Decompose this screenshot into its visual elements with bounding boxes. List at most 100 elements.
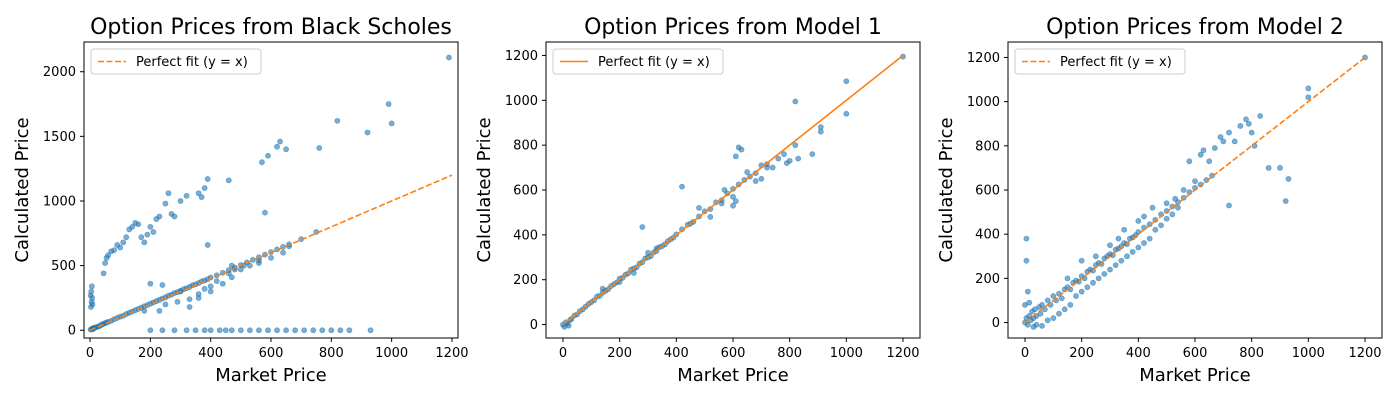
scatter-point xyxy=(316,145,323,151)
scatter-point xyxy=(1141,213,1147,220)
scatter-point xyxy=(1050,293,1057,299)
y-tick-label: 400 xyxy=(975,228,1000,243)
legend-box xyxy=(90,48,262,75)
scatter-point xyxy=(758,175,765,182)
scatter-point xyxy=(1078,288,1085,295)
scatter-point xyxy=(1118,257,1125,264)
scatter-point xyxy=(738,146,745,153)
scatter-point xyxy=(192,327,199,334)
scatter-point xyxy=(1248,129,1255,136)
y-tick-label: 800 xyxy=(513,139,538,154)
scatter-point xyxy=(207,283,214,290)
scatter-point xyxy=(792,98,799,105)
scatter-point xyxy=(177,198,184,204)
scatter-point xyxy=(186,296,193,303)
y-tick-label: 1000 xyxy=(967,95,1000,110)
scatter-point xyxy=(274,327,280,334)
scatter-point xyxy=(1305,94,1312,101)
scatter-point xyxy=(730,202,736,209)
scatter-point xyxy=(1220,138,1227,145)
x-tick-label: 1200 xyxy=(1348,346,1381,361)
scatter-point xyxy=(246,262,253,269)
scatter-point xyxy=(1135,244,1142,251)
scatter-point xyxy=(219,280,226,287)
y-tick-label: 1200 xyxy=(967,51,1000,66)
scatter-point xyxy=(174,298,181,305)
scatter-point xyxy=(817,124,824,131)
y-tick-label: 1000 xyxy=(43,194,76,209)
scatter-point xyxy=(1129,248,1136,255)
scatter-point xyxy=(165,190,172,197)
x-tick-label: 200 xyxy=(138,346,163,361)
scatter-point xyxy=(201,185,208,191)
scatter-point xyxy=(1058,295,1065,302)
scatter-point xyxy=(1237,123,1244,129)
scatter-point xyxy=(1169,211,1176,218)
scatter-point xyxy=(696,205,702,211)
x-tick-label: 800 xyxy=(319,346,344,361)
scatter-point xyxy=(216,327,223,334)
scatter-point xyxy=(1163,215,1170,222)
x-tick-label: 600 xyxy=(1183,346,1208,361)
scatter-point xyxy=(105,252,112,259)
scatter-point xyxy=(630,270,637,276)
legend-label: Perfect fit (y = x) xyxy=(1060,55,1172,70)
scatter-point xyxy=(1180,187,1187,193)
y-tick-label: 800 xyxy=(975,139,1000,154)
scatter-point xyxy=(764,164,770,171)
scatter-point xyxy=(159,282,166,288)
scatter-point xyxy=(744,169,751,175)
scatter-point xyxy=(1090,279,1096,286)
y-tick-label: 200 xyxy=(975,272,1000,287)
legend-label: Perfect fit (y = x) xyxy=(136,55,248,70)
scatter-point xyxy=(141,239,148,246)
y-tick-label: 200 xyxy=(513,273,538,288)
scatter-point xyxy=(183,327,190,334)
scatter-point xyxy=(843,110,850,117)
scatter-point xyxy=(156,213,163,220)
scatter-point xyxy=(1277,165,1283,171)
scatter-point xyxy=(310,327,317,334)
y-tick-label: 2000 xyxy=(43,65,76,80)
y-axis-label: Calculated Price xyxy=(12,117,33,262)
scatter-point xyxy=(786,157,793,164)
scatter-point xyxy=(1023,235,1030,242)
chart-title: Option Prices from Black Scholes xyxy=(90,15,452,40)
scatter-point xyxy=(213,278,220,285)
scatter-point xyxy=(120,239,127,246)
x-axis-label: Market Price xyxy=(1139,365,1251,386)
scatter-point xyxy=(1245,120,1252,127)
scatter-point xyxy=(1024,321,1031,328)
scatter-point xyxy=(150,229,157,235)
legend: Perfect fit (y = x) xyxy=(1014,48,1186,75)
scatter-point xyxy=(1044,317,1051,324)
scatter-point xyxy=(280,249,286,256)
scatter-point xyxy=(732,198,739,205)
scatter-point xyxy=(292,327,299,334)
scatter-point xyxy=(171,327,178,334)
scatter-point xyxy=(265,152,271,159)
scatter-point xyxy=(1257,113,1264,119)
scatter-point xyxy=(1152,226,1159,233)
plot-frame xyxy=(83,41,459,339)
x-tick-label: 800 xyxy=(777,346,802,361)
scatter-point xyxy=(639,224,646,230)
scatter-point xyxy=(89,301,96,308)
y-tick-label: 0 xyxy=(68,324,76,339)
scatter-point xyxy=(1095,275,1102,282)
scatter-point xyxy=(1146,235,1153,242)
scatter-point xyxy=(201,285,208,292)
scatter-point xyxy=(337,327,344,334)
scatter-point xyxy=(769,164,776,171)
scatter-point xyxy=(222,327,229,334)
scatter-point xyxy=(1265,165,1272,171)
scatter-point xyxy=(1084,284,1091,291)
scatter-point xyxy=(1141,240,1147,246)
legend: Perfect fit (y = x) xyxy=(90,48,262,75)
scatter-point xyxy=(328,327,335,334)
x-tick-label: 600 xyxy=(259,346,284,361)
scatter-point xyxy=(1175,204,1181,211)
scatter-point xyxy=(775,155,782,162)
scatter-point xyxy=(1282,198,1289,204)
